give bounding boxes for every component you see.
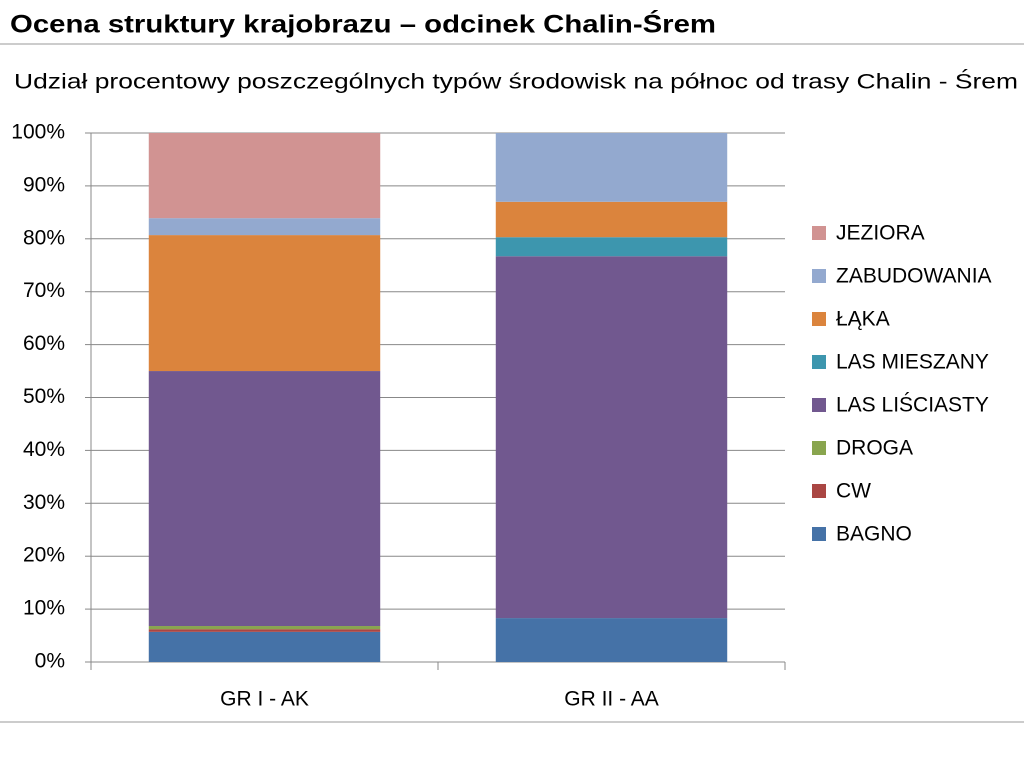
bar-segment: [148, 631, 381, 662]
legend-label: ŁĄKA: [836, 308, 890, 331]
bar-segment: [148, 629, 381, 632]
bar-segment: [148, 235, 381, 372]
legend-label: CW: [836, 480, 871, 503]
legend-label: ZABUDOWANIA: [836, 265, 992, 288]
y-tick-label: 40%: [23, 438, 65, 461]
legend-label: DROGA: [836, 437, 913, 460]
bar-segment: [495, 133, 728, 202]
legend-swatch: [812, 226, 826, 240]
y-tick-label: 10%: [23, 597, 65, 620]
bar-segment: [495, 256, 728, 619]
y-tick-label: 30%: [23, 491, 65, 514]
y-tick-label: 60%: [23, 332, 65, 355]
x-tick-label: GR II - AA: [564, 688, 659, 711]
bar-segment: [495, 237, 728, 257]
bar-segment: [148, 626, 381, 630]
legend-label: LAS LIŚCIASTY: [836, 393, 989, 417]
bar-segment: [148, 371, 381, 627]
bar-segment: [148, 218, 381, 236]
y-tick-label: 90%: [23, 173, 65, 196]
y-tick-label: 0%: [35, 650, 65, 673]
chart-title: Udział procentowy poszczególnych typów ś…: [14, 70, 1018, 94]
bar-segment: [148, 133, 381, 219]
y-tick-label: 80%: [23, 226, 65, 249]
bar-segment: [495, 201, 728, 238]
legend-label: BAGNO: [836, 523, 912, 546]
legend-swatch: [812, 312, 826, 326]
slide-title: Ocena struktury krajobrazu – odcinek Cha…: [10, 9, 716, 39]
y-tick-label: 50%: [23, 385, 65, 408]
legend-swatch: [812, 484, 826, 498]
y-tick-label: 100%: [11, 121, 65, 144]
x-tick-label: GR I - AK: [220, 688, 309, 711]
y-tick-label: 20%: [23, 544, 65, 567]
legend-label: LAS MIESZANY: [836, 351, 989, 374]
legend-swatch: [812, 269, 826, 283]
legend-swatch: [812, 527, 826, 541]
legend-label: JEZIORA: [836, 222, 925, 245]
legend-swatch: [812, 355, 826, 369]
legend-swatch: [812, 398, 826, 412]
legend-swatch: [812, 441, 826, 455]
bar-segment: [495, 618, 728, 662]
y-tick-label: 70%: [23, 279, 65, 302]
